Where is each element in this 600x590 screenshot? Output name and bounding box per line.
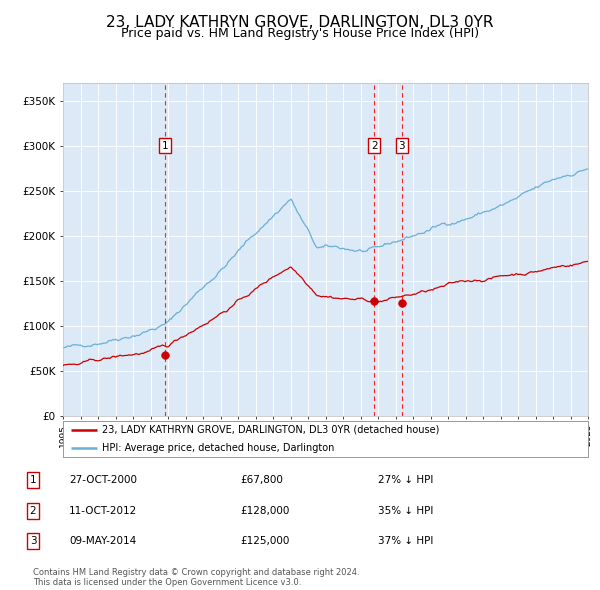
Text: £67,800: £67,800 [240, 475, 283, 485]
Text: HPI: Average price, detached house, Darlington: HPI: Average price, detached house, Darl… [103, 443, 335, 453]
Text: 3: 3 [29, 536, 37, 546]
Text: 23, LADY KATHRYN GROVE, DARLINGTON, DL3 0YR (detached house): 23, LADY KATHRYN GROVE, DARLINGTON, DL3 … [103, 425, 440, 435]
Text: 09-MAY-2014: 09-MAY-2014 [69, 536, 136, 546]
Text: £125,000: £125,000 [240, 536, 289, 546]
Text: £128,000: £128,000 [240, 506, 289, 516]
Text: 1: 1 [161, 140, 168, 150]
Text: 27-OCT-2000: 27-OCT-2000 [69, 475, 137, 485]
Text: 35% ↓ HPI: 35% ↓ HPI [378, 506, 433, 516]
Text: Price paid vs. HM Land Registry's House Price Index (HPI): Price paid vs. HM Land Registry's House … [121, 27, 479, 40]
Text: 1: 1 [29, 475, 37, 485]
Text: 37% ↓ HPI: 37% ↓ HPI [378, 536, 433, 546]
Text: Contains HM Land Registry data © Crown copyright and database right 2024.
This d: Contains HM Land Registry data © Crown c… [33, 568, 359, 587]
Text: 2: 2 [371, 140, 377, 150]
Text: 3: 3 [398, 140, 405, 150]
Text: 2: 2 [29, 506, 37, 516]
Text: 11-OCT-2012: 11-OCT-2012 [69, 506, 137, 516]
Text: 23, LADY KATHRYN GROVE, DARLINGTON, DL3 0YR: 23, LADY KATHRYN GROVE, DARLINGTON, DL3 … [106, 15, 494, 30]
Text: 27% ↓ HPI: 27% ↓ HPI [378, 475, 433, 485]
